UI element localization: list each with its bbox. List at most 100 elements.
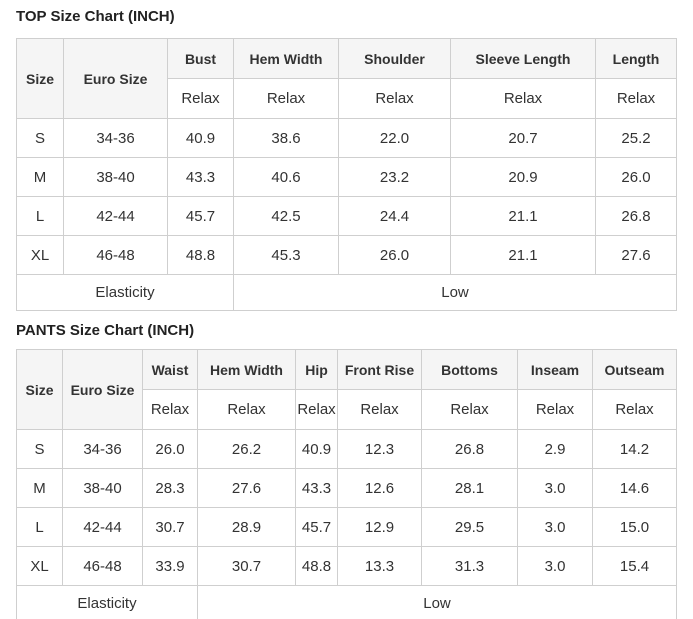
column-header-shoulder: Shoulder <box>338 38 451 79</box>
euro-size-column-header: Euro Size <box>63 38 168 119</box>
measurement-cell: 14.2 <box>592 429 677 469</box>
size-cell: L <box>16 196 64 236</box>
euro-size-cell: 46-48 <box>63 235 168 275</box>
pants-fit-row: Relax Relax Relax Relax Relax Relax Rela… <box>17 389 677 430</box>
measurement-cell: 26.8 <box>421 429 518 469</box>
euro-size-cell: 34-36 <box>62 429 143 469</box>
measurement-cell: 27.6 <box>595 235 677 275</box>
size-column-header: Size <box>16 349 63 430</box>
column-header-sleeve-length: Sleeve Length <box>450 38 596 79</box>
measurement-cell: 30.7 <box>197 546 296 586</box>
pants-header-row: Size Euro Size Waist Hem Width Hip Front… <box>16 349 677 430</box>
measurement-cell: 20.9 <box>450 157 596 197</box>
column-header-front-rise: Front Rise <box>337 349 422 390</box>
measurement-cell: 45.3 <box>233 235 339 275</box>
measurement-cell: 45.7 <box>295 507 338 547</box>
elasticity-label: Elasticity <box>16 585 198 619</box>
measurement-cell: 22.0 <box>338 118 451 158</box>
euro-size-cell: 38-40 <box>62 468 143 508</box>
size-cell: XL <box>16 546 63 586</box>
table-row: XL 46-48 48.8 45.3 26.0 21.1 27.6 <box>16 235 677 275</box>
measurement-cell: 29.5 <box>421 507 518 547</box>
fit-cell: Relax <box>233 78 339 119</box>
column-header-hem-width: Hem Width <box>233 38 339 79</box>
fit-cell: Relax <box>142 389 198 430</box>
measurement-cell: 26.2 <box>197 429 296 469</box>
top-size-table: Size Euro Size Bust Hem Width Shoulder S… <box>16 38 677 311</box>
euro-size-cell: 46-48 <box>62 546 143 586</box>
measurement-cell: 26.0 <box>595 157 677 197</box>
measurement-cell: 27.6 <box>197 468 296 508</box>
measurement-cell: 13.3 <box>337 546 422 586</box>
top-header-row: Size Euro Size Bust Hem Width Shoulder S… <box>16 38 677 119</box>
table-row: S 34-36 40.9 38.6 22.0 20.7 25.2 <box>16 118 677 158</box>
measurement-cell: 20.7 <box>450 118 596 158</box>
measurement-cell: 43.3 <box>167 157 234 197</box>
measurement-cell: 40.9 <box>167 118 234 158</box>
table-row: M 38-40 28.3 27.6 43.3 12.6 28.1 3.0 14.6 <box>16 468 677 508</box>
column-header-bust: Bust <box>167 38 234 79</box>
size-cell: S <box>16 118 64 158</box>
fit-cell: Relax <box>450 78 596 119</box>
pants-chart-title: PANTS Size Chart (INCH) <box>16 322 195 339</box>
measurement-cell: 25.2 <box>595 118 677 158</box>
column-header-hip: Hip <box>295 349 338 390</box>
measurement-cell: 30.7 <box>142 507 198 547</box>
fit-cell: Relax <box>337 389 422 430</box>
fit-cell: Relax <box>338 78 451 119</box>
measurement-cell: 21.1 <box>450 196 596 236</box>
column-header-bottoms: Bottoms <box>421 349 518 390</box>
column-header-inseam: Inseam <box>517 349 593 390</box>
measurement-cell: 2.9 <box>517 429 593 469</box>
measurement-cell: 28.3 <box>142 468 198 508</box>
measurement-cell: 23.2 <box>338 157 451 197</box>
measurement-cell: 28.1 <box>421 468 518 508</box>
table-row: XL 46-48 33.9 30.7 48.8 13.3 31.3 3.0 15.4 <box>16 546 677 586</box>
table-row: S 34-36 26.0 26.2 40.9 12.3 26.8 2.9 14.2 <box>16 429 677 469</box>
size-cell: XL <box>16 235 64 275</box>
euro-size-cell: 42-44 <box>63 196 168 236</box>
size-cell: S <box>16 429 63 469</box>
fit-cell: Relax <box>595 78 677 119</box>
measurement-cell: 40.6 <box>233 157 339 197</box>
pants-size-table: Size Euro Size Waist Hem Width Hip Front… <box>16 349 677 619</box>
table-row: L 42-44 30.7 28.9 45.7 12.9 29.5 3.0 15.0 <box>16 507 677 547</box>
column-header-length: Length <box>595 38 677 79</box>
table-row: L 42-44 45.7 42.5 24.4 21.1 26.8 <box>16 196 677 236</box>
size-cell: L <box>16 507 63 547</box>
elasticity-row: Elasticity Low <box>16 274 677 311</box>
fit-cell: Relax <box>421 389 518 430</box>
measurement-cell: 26.0 <box>338 235 451 275</box>
euro-size-cell: 38-40 <box>63 157 168 197</box>
euro-size-cell: 34-36 <box>63 118 168 158</box>
top-fit-row: Relax Relax Relax Relax Relax <box>17 78 677 119</box>
measurement-cell: 42.5 <box>233 196 339 236</box>
fit-cell: Relax <box>167 78 234 119</box>
measurement-cell: 45.7 <box>167 196 234 236</box>
measurement-cell: 3.0 <box>517 468 593 508</box>
measurement-cell: 28.9 <box>197 507 296 547</box>
elasticity-value: Low <box>233 274 677 311</box>
elasticity-value: Low <box>197 585 677 619</box>
measurement-cell: 3.0 <box>517 507 593 547</box>
measurement-cell: 43.3 <box>295 468 338 508</box>
measurement-cell: 48.8 <box>167 235 234 275</box>
size-column-header: Size <box>16 38 64 119</box>
fit-cell: Relax <box>592 389 677 430</box>
measurement-cell: 48.8 <box>295 546 338 586</box>
fit-cell: Relax <box>197 389 296 430</box>
table-row: M 38-40 43.3 40.6 23.2 20.9 26.0 <box>16 157 677 197</box>
measurement-cell: 21.1 <box>450 235 596 275</box>
column-header-outseam: Outseam <box>592 349 677 390</box>
measurement-cell: 40.9 <box>295 429 338 469</box>
column-header-waist: Waist <box>142 349 198 390</box>
measurement-cell: 26.8 <box>595 196 677 236</box>
elasticity-label: Elasticity <box>16 274 234 311</box>
fit-cell: Relax <box>517 389 593 430</box>
euro-size-column-header: Euro Size <box>62 349 143 430</box>
measurement-cell: 38.6 <box>233 118 339 158</box>
euro-size-cell: 42-44 <box>62 507 143 547</box>
measurement-cell: 14.6 <box>592 468 677 508</box>
measurement-cell: 15.4 <box>592 546 677 586</box>
